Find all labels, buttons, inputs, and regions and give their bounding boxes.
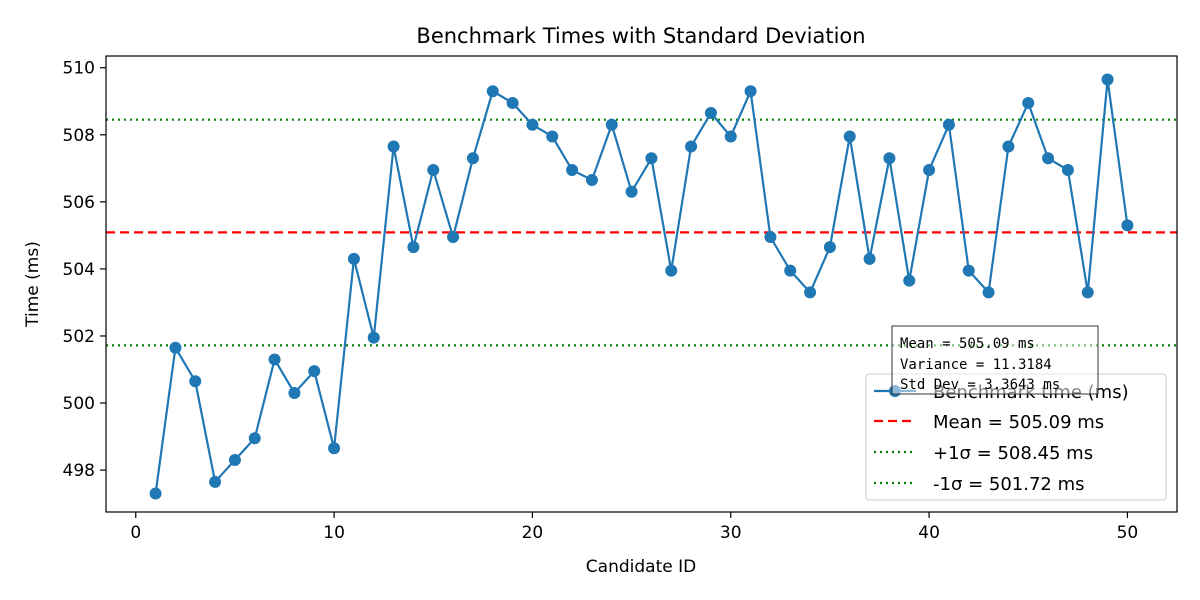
data-point xyxy=(486,85,499,98)
stats-box: Mean = 505.09 ms Variance = 11.3184 Std … xyxy=(891,325,1099,395)
y-tick-label: 508 xyxy=(63,126,95,146)
legend-mean-label: Mean = 505.09 ms xyxy=(933,412,1104,433)
data-point xyxy=(1061,164,1074,176)
data-point xyxy=(1081,286,1094,299)
data-point xyxy=(764,231,777,244)
data-point xyxy=(982,286,995,299)
y-tick-label: 498 xyxy=(63,461,95,481)
stats-mean: Mean = 505.09 ms xyxy=(900,336,1035,352)
data-point xyxy=(823,241,836,254)
data-point xyxy=(863,252,876,265)
data-point xyxy=(387,140,400,153)
plot-frame xyxy=(105,55,1178,513)
legend-entry-minus-sigma: -1σ = 501.72 ms xyxy=(874,474,1085,495)
data-point xyxy=(1022,96,1035,109)
data-point xyxy=(645,152,658,165)
data-point xyxy=(526,118,539,131)
data-point xyxy=(209,475,222,488)
data-point xyxy=(605,118,618,131)
data-point xyxy=(407,241,420,254)
y-tick-label: 500 xyxy=(63,394,95,414)
data-point xyxy=(1101,73,1114,86)
data-point xyxy=(1042,152,1055,165)
y-tick-label: 502 xyxy=(63,327,95,347)
data-point xyxy=(328,442,341,455)
data-point xyxy=(248,432,261,445)
legend-minus-sigma-label: -1σ = 501.72 ms xyxy=(933,474,1085,495)
data-point xyxy=(1121,219,1134,232)
data-point xyxy=(189,375,202,388)
data-point xyxy=(466,152,479,165)
data-point xyxy=(804,286,817,299)
data-point xyxy=(288,386,301,399)
series-line xyxy=(154,78,1129,494)
data-point xyxy=(784,264,797,277)
x-tick-label: 0 xyxy=(130,523,141,543)
stats-std-dev: Std Dev = 3.3643 ms xyxy=(900,377,1060,393)
legend-entry-plus-sigma: +1σ = 508.45 ms xyxy=(874,443,1093,464)
reference-lines xyxy=(106,118,1177,347)
data-point xyxy=(1002,140,1015,153)
x-tick-label: 40 xyxy=(918,523,940,543)
data-point xyxy=(704,107,717,119)
data-point xyxy=(744,85,757,98)
data-point xyxy=(427,164,440,176)
x-tick-label: 20 xyxy=(522,523,544,543)
y-tick-label: 504 xyxy=(63,260,95,280)
data-point xyxy=(685,140,698,153)
legend-plus-sigma-label: +1σ = 508.45 ms xyxy=(933,443,1093,464)
data-point xyxy=(447,231,460,244)
data-point xyxy=(347,252,360,265)
x-tick-label: 30 xyxy=(720,523,742,543)
data-point xyxy=(665,264,678,277)
data-point xyxy=(962,264,975,277)
y-axis-label: Time (ms) xyxy=(23,241,43,328)
y-tick-label: 510 xyxy=(63,59,95,79)
data-point xyxy=(566,164,579,176)
data-point xyxy=(268,353,281,366)
data-point xyxy=(169,341,182,354)
data-point xyxy=(903,274,916,287)
data-point xyxy=(923,164,936,176)
stats-box-background xyxy=(891,325,1099,395)
data-point xyxy=(942,118,955,131)
chart-title: Benchmark Times with Standard Deviation xyxy=(416,24,865,48)
data-point xyxy=(506,96,519,109)
x-tick-label: 10 xyxy=(323,523,345,543)
legend: Benchmark time (ms) Mean = 505.09 ms +1σ… xyxy=(865,373,1167,501)
y-axis: 498 500 502 504 506 508 510 xyxy=(63,59,106,481)
series-layer xyxy=(149,73,1134,500)
data-point xyxy=(625,185,638,198)
legend-entry-mean: Mean = 505.09 ms xyxy=(874,412,1104,433)
data-point xyxy=(883,152,896,165)
data-point xyxy=(585,174,598,187)
data-point xyxy=(308,365,321,378)
data-point xyxy=(228,454,241,467)
x-axis: 0 10 20 30 40 50 xyxy=(130,512,1138,543)
data-point xyxy=(724,130,737,143)
y-tick-label: 506 xyxy=(63,193,95,213)
x-tick-label: 50 xyxy=(1117,523,1139,543)
stats-variance: Variance = 11.3184 xyxy=(900,357,1052,373)
data-point xyxy=(149,487,162,500)
data-point xyxy=(546,130,559,143)
x-axis-label: Candidate ID xyxy=(586,557,696,577)
data-point xyxy=(367,331,380,344)
data-point xyxy=(843,130,856,143)
